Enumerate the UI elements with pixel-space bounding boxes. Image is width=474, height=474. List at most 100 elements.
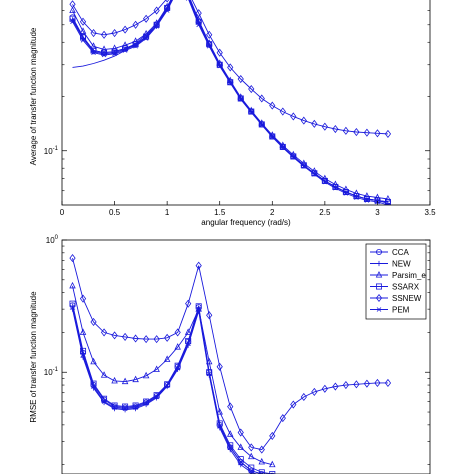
series-line-series-3	[72, 0, 388, 203]
data-point	[122, 406, 128, 411]
series-series-1	[69, 0, 391, 205]
data-point	[216, 408, 223, 415]
data-point	[101, 399, 107, 404]
data-point	[279, 414, 286, 423]
data-point	[175, 366, 180, 371]
data-point	[353, 380, 360, 389]
data-point	[90, 28, 97, 38]
top-plot: 0 0.5 1 1.5 2 2.5 3 3.5 10-1 angular frequency (r…	[29, 0, 436, 227]
x-tick-label: 0	[60, 208, 65, 217]
data-point	[111, 44, 118, 51]
data-point	[121, 41, 129, 48]
data-point	[300, 116, 307, 125]
data-point	[154, 24, 159, 29]
data-point	[216, 362, 223, 371]
series-line-series-5	[72, 0, 389, 205]
data-point	[342, 126, 349, 135]
series-ssarx	[69, 300, 276, 474]
data-point	[237, 428, 244, 437]
data-point	[332, 382, 339, 391]
data-point	[237, 74, 244, 84]
data-point	[196, 306, 201, 312]
data-point	[111, 406, 118, 412]
legend: CCA NEW Parsim_e SSARX SSNEW PEM	[365, 243, 427, 320]
data-point	[311, 170, 318, 177]
data-point	[69, 0, 76, 9]
data-point	[100, 328, 108, 337]
x-tick-label: 2.5	[319, 208, 331, 217]
data-point	[300, 162, 307, 169]
data-point	[79, 294, 87, 303]
data-point	[258, 445, 265, 454]
series-series-4	[69, 0, 392, 138]
data-point	[322, 179, 328, 185]
data-point	[195, 9, 202, 18]
data-point	[279, 107, 286, 116]
data-point	[269, 133, 276, 140]
legend-label: CCA	[392, 248, 410, 257]
data-point	[153, 335, 160, 344]
data-point	[290, 112, 297, 121]
data-point	[184, 328, 192, 335]
x-tick-label: 0.5	[109, 208, 121, 217]
data-point	[374, 129, 381, 138]
data-point	[216, 61, 223, 68]
legend-marker	[375, 248, 382, 255]
data-point	[270, 134, 275, 140]
legend-marker	[375, 293, 383, 303]
data-point	[132, 375, 139, 383]
legend-item: Parsim_e	[370, 271, 426, 280]
data-point	[385, 202, 391, 205]
data-point	[363, 128, 371, 137]
data-point	[311, 119, 318, 128]
legend-item: PEM	[370, 306, 410, 315]
data-point	[196, 22, 201, 28]
data-point	[69, 281, 76, 289]
data-point	[69, 300, 76, 307]
series-series-0	[69, 0, 391, 205]
data-point	[153, 392, 160, 399]
data-point	[227, 402, 234, 411]
data-point	[206, 371, 212, 377]
legend-item: CCA	[370, 248, 410, 257]
series-line-pem	[72, 307, 264, 474]
series-line-series-1	[72, 0, 389, 204]
data-point	[227, 445, 233, 450]
series-series-5	[70, 0, 391, 205]
legend-marker	[375, 283, 382, 290]
data-point	[311, 387, 318, 396]
data-point	[227, 79, 234, 86]
data-point	[79, 17, 87, 26]
data-point	[301, 163, 307, 169]
data-point	[185, 299, 192, 308]
data-point	[248, 468, 254, 473]
legend-item: SSARX	[370, 283, 420, 292]
legend-label: NEW	[392, 260, 411, 269]
data-point	[312, 172, 317, 177]
data-point	[100, 371, 108, 378]
data-point	[143, 36, 149, 41]
series-series-6	[72, 0, 388, 203]
data-point	[353, 189, 360, 196]
data-point	[100, 30, 108, 39]
data-point	[300, 392, 307, 402]
x-tick-label: 3.5	[424, 208, 436, 217]
data-point	[154, 394, 159, 400]
data-point	[290, 400, 297, 409]
data-point	[237, 95, 244, 102]
data-point	[374, 378, 381, 387]
data-point	[353, 127, 360, 137]
data-point	[258, 121, 265, 128]
y-tick-label: 100	[46, 235, 59, 245]
data-point	[217, 424, 222, 429]
axes-frame	[61, 239, 431, 474]
data-point	[248, 443, 255, 452]
data-point	[79, 328, 87, 335]
data-point	[100, 45, 108, 52]
data-point	[174, 328, 181, 337]
data-point	[143, 335, 150, 344]
data-point	[226, 430, 234, 437]
data-point	[101, 52, 107, 58]
x-tick-label: 2	[270, 208, 275, 217]
